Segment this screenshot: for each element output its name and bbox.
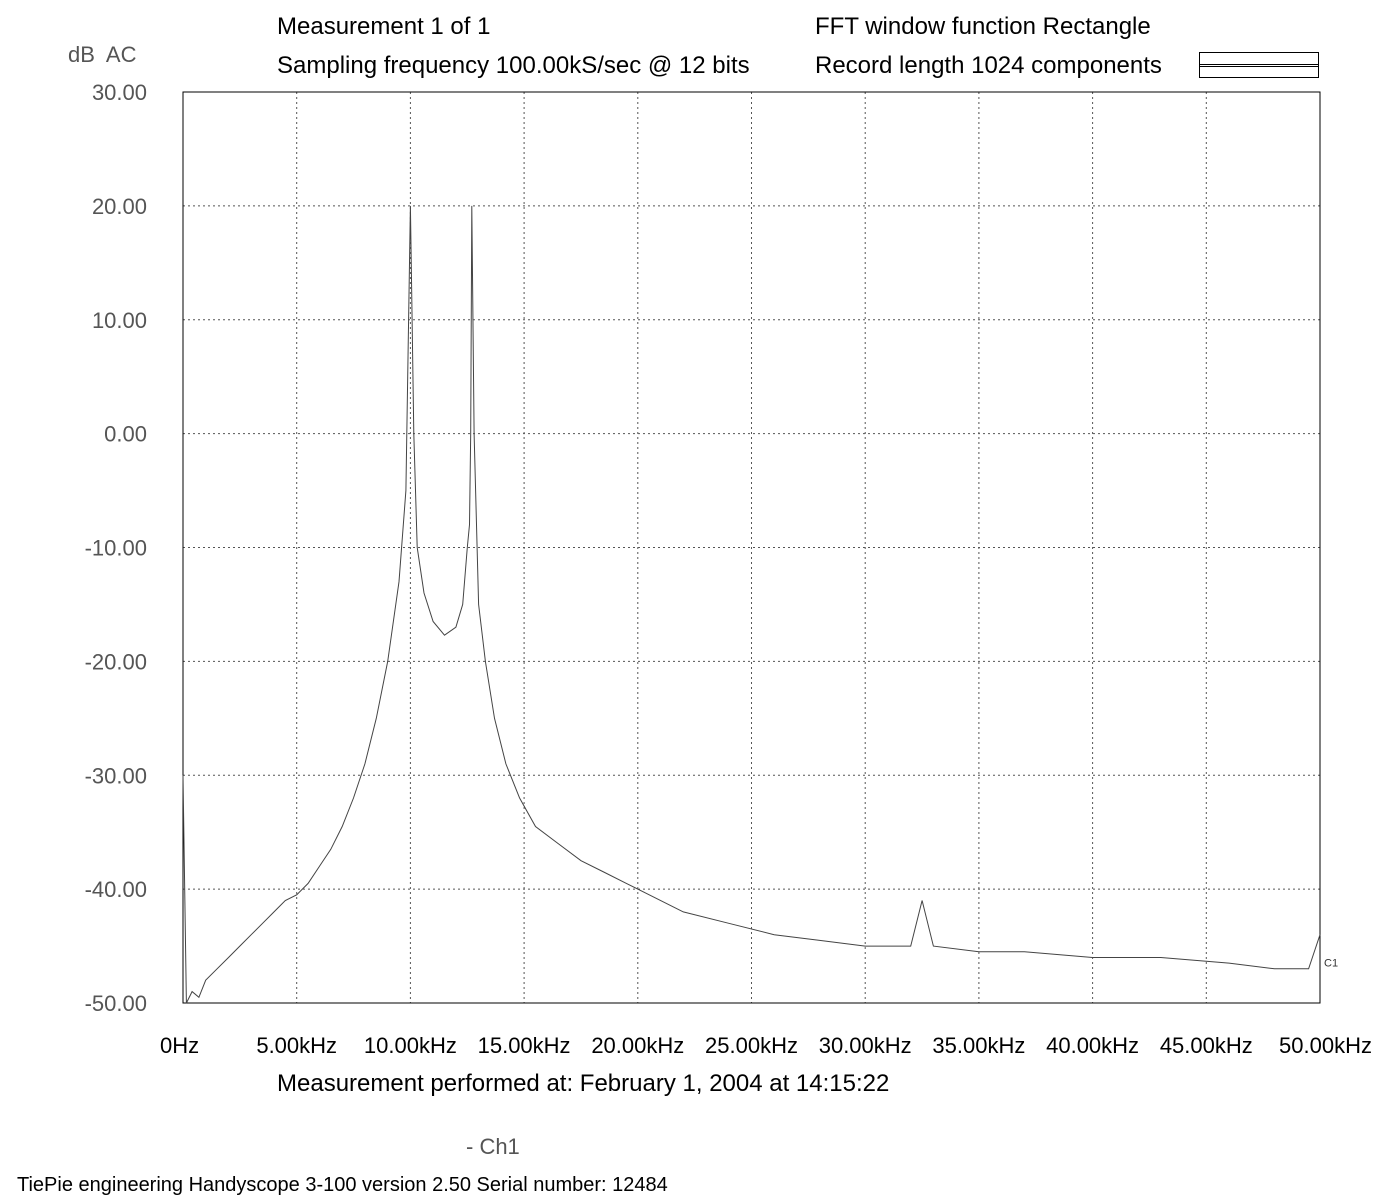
x-tick-label: 10.00kHz: [364, 1033, 457, 1058]
channel-legend: - Ch1: [466, 1134, 520, 1159]
x-tick-label: 0Hz: [160, 1033, 199, 1058]
y-tick-label: -40.00: [85, 877, 147, 902]
x-tick-label: 30.00kHz: [819, 1033, 912, 1058]
x-tick-label: 5.00kHz: [256, 1033, 337, 1058]
fft-window-function: FFT window function Rectangle: [815, 13, 1151, 40]
device-info: TiePie engineering Handyscope 3-100 vers…: [17, 1174, 668, 1196]
x-tick-label: 20.00kHz: [591, 1033, 684, 1058]
y-tick-label: -20.00: [85, 649, 147, 674]
record-length: Record length 1024 components: [815, 52, 1162, 79]
y-tick-label: 0.00: [104, 422, 147, 447]
y-tick-label: 10.00: [92, 308, 147, 333]
y-tick-label: 30.00: [92, 80, 147, 105]
grid-lines: [183, 92, 1320, 1003]
sampling-frequency: Sampling frequency 100.00kS/sec @ 12 bit…: [277, 52, 750, 79]
x-tick-label: 35.00kHz: [932, 1033, 1025, 1058]
y-axis-label: dB AC: [68, 42, 137, 67]
y-tick-label: -30.00: [85, 763, 147, 788]
measurement-timestamp: Measurement performed at: February 1, 20…: [277, 1070, 890, 1097]
legend-swatch: [1199, 52, 1319, 78]
x-tick-label: 40.00kHz: [1046, 1033, 1139, 1058]
trace-label: C1: [1324, 958, 1338, 970]
x-tick-labels: 0Hz 5.00kHz 10.00kHz 15.00kHz 20.00kHz 25.00k…: [160, 1033, 1372, 1058]
plot-frame: [182, 91, 1321, 1004]
x-tick-label: 25.00kHz: [705, 1033, 798, 1058]
measurement-count: Measurement 1 of 1: [277, 13, 491, 40]
y-tick-label: -10.00: [85, 536, 147, 561]
y-tick-label: 20.00: [92, 194, 147, 219]
spectrum-trace-ch1: [182, 205, 1321, 1004]
y-tick-label: -50.00: [85, 991, 147, 1016]
x-tick-label: 50.00kHz: [1279, 1033, 1372, 1058]
y-tick-labels: 30.00 20.00 10.00 0.00 -10.00 -20.00 -30.00 -40…: [85, 80, 147, 1016]
x-tick-label: 15.00kHz: [478, 1033, 571, 1058]
x-tick-label: 45.00kHz: [1160, 1033, 1253, 1058]
